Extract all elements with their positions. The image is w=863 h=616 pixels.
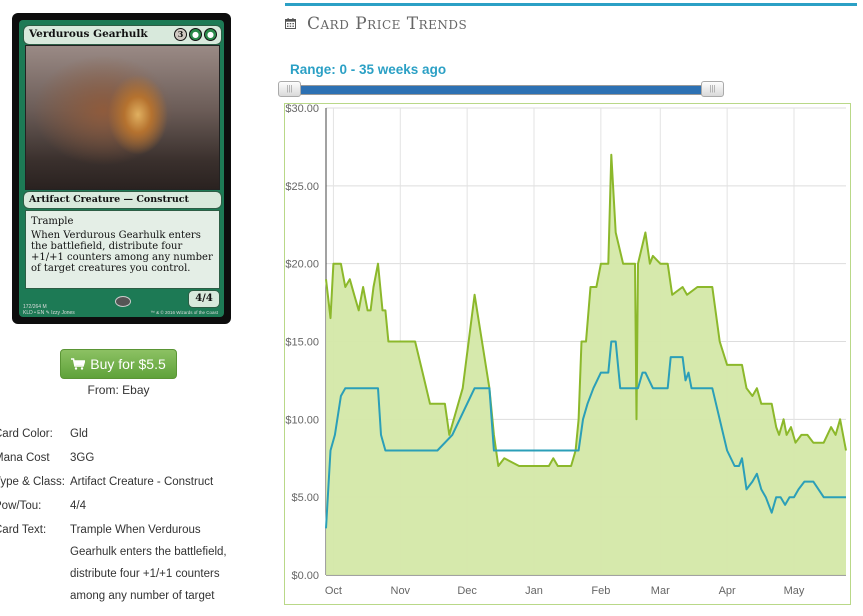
type-class-label: Type & Class:	[0, 476, 65, 488]
card-text-line: distribute four +1/+1 counters	[70, 568, 220, 580]
card-type-line: Artifact Creature — Construct	[29, 194, 189, 205]
section-title: Card Price Trends	[307, 14, 468, 34]
generic-mana-symbol: 3	[174, 28, 187, 41]
y-tick-label: $10.00	[285, 414, 319, 426]
type-class-value: Artifact Creature - Construct	[70, 476, 214, 488]
card-ability: When Verdurous Gearhulk enters the battl…	[31, 230, 213, 274]
card-text-label: Card Text:	[0, 524, 47, 536]
y-tick-label: $30.00	[285, 103, 319, 115]
buy-button[interactable]: Buy for $5.5	[60, 349, 177, 379]
card-rules-text: Trample When Verdurous Gearhulk enters t…	[25, 210, 220, 289]
card-artist-line: KLD • EN ✎ Izzy Jones	[23, 310, 75, 316]
card-color-value: Gld	[70, 428, 88, 440]
series-1-line	[325, 340, 846, 529]
y-tick-label: $15.00	[285, 337, 319, 349]
green-mana-icon: ●	[189, 28, 202, 41]
y-tick-label: $5.00	[291, 492, 319, 504]
series-0-line	[325, 153, 847, 467]
mana-cost-value: 3GG	[70, 452, 95, 464]
section-rule	[285, 3, 857, 6]
pow-tou-label: Pow/Tou:	[0, 500, 42, 512]
x-tick-label: May	[784, 585, 805, 597]
range-label: Range: 0 - 35 weeks ago	[290, 62, 447, 77]
card-type-bar: Artifact Creature — Construct	[23, 191, 222, 209]
calendar-icon	[285, 18, 296, 29]
card-footer: 172/264 M KLD • EN ✎ Izzy Jones	[23, 304, 75, 316]
card-copyright: ™ & © 2016 Wizards of the Coast	[150, 310, 218, 315]
price-trend-chart: $0.00 $5.00 $10.00 $15.00 $20.00 $25.00 $30.00…	[285, 103, 847, 597]
card-collector-number: 172/264 M	[23, 304, 47, 310]
x-tick-label: Apr	[719, 585, 736, 597]
card-keyword: Trample	[31, 216, 74, 227]
card-text-line: Gearhulk enters the battlefield,	[70, 546, 227, 558]
buy-button-label: Buy for $5.5	[90, 356, 166, 372]
card-color-label: Card Color:	[0, 428, 53, 440]
buy-source: From: Ebay	[87, 383, 150, 397]
card-artwork	[25, 45, 220, 190]
mana-cost-label: Mana Cost	[0, 452, 50, 464]
x-tick-label: Dec	[457, 585, 477, 597]
y-tick-label: $0.00	[291, 570, 319, 582]
cart-icon	[71, 358, 86, 370]
card-name-bar: Verdurous Gearhulk 3 ● ●	[23, 25, 222, 45]
x-tick-label: Jan	[525, 585, 543, 597]
card-image: Verdurous Gearhulk 3 ● ● Artifact Creatu…	[12, 13, 231, 324]
x-tick-label: Nov	[391, 585, 411, 597]
green-mana-icon: ●	[204, 28, 217, 41]
card-text-line: among any number of target	[70, 590, 215, 602]
card-name: Verdurous Gearhulk	[29, 28, 148, 40]
set-symbol-icon	[115, 296, 131, 307]
x-tick-label: Oct	[325, 585, 342, 597]
range-slider-min-handle[interactable]: |||	[278, 81, 301, 97]
y-tick-label: $20.00	[285, 259, 319, 271]
card-face: Verdurous Gearhulk 3 ● ● Artifact Creatu…	[19, 20, 224, 317]
x-tick-label: Mar	[651, 585, 670, 597]
card-text-value: Trample When Verdurous Gearhulk enters t…	[70, 519, 227, 607]
range-slider-max-handle[interactable]: |||	[701, 81, 724, 97]
x-tick-label: Feb	[591, 585, 610, 597]
range-slider-track[interactable]	[287, 85, 721, 95]
pow-tou-value: 4/4	[70, 500, 86, 512]
card-mana-cost: 3 ● ●	[174, 28, 217, 41]
card-text-line: Trample When Verdurous	[70, 524, 201, 536]
series-0-area	[326, 154, 846, 575]
y-tick-label: $25.00	[285, 181, 319, 193]
card-power-toughness: 4/4	[188, 290, 220, 308]
